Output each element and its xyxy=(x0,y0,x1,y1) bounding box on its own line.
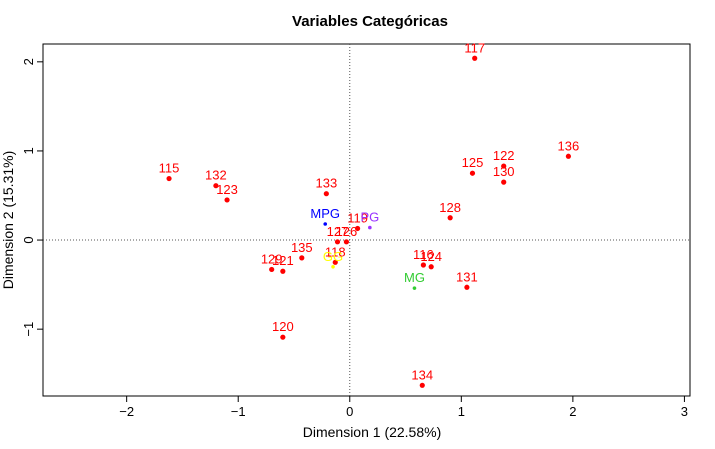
x-axis-label: Dimension 1 (22.58%) xyxy=(303,424,442,440)
x-tick-label: 1 xyxy=(458,404,465,419)
category-point-mg xyxy=(412,286,417,290)
point-label-122: 122 xyxy=(493,148,515,163)
point-130 xyxy=(501,179,507,185)
category-point-pg xyxy=(368,225,372,230)
point-120 xyxy=(280,334,286,340)
point-115 xyxy=(166,175,172,182)
y-tick-label: 0 xyxy=(21,236,36,243)
x-tick-label: 2 xyxy=(569,404,576,419)
point-label-124: 124 xyxy=(420,249,442,264)
point-label-123: 123 xyxy=(216,182,238,197)
x-tick-label: −2 xyxy=(119,404,134,419)
category-label-gg: GG xyxy=(323,249,343,264)
point-label-118: 118 xyxy=(325,244,346,259)
chart-title: Variables Categóricas xyxy=(292,13,448,30)
point-116 xyxy=(420,262,426,268)
point-label-125: 125 xyxy=(462,155,484,170)
point-131 xyxy=(464,284,470,290)
point-127 xyxy=(334,239,341,245)
point-label-136: 136 xyxy=(558,138,580,153)
point-121 xyxy=(280,268,286,274)
point-label-115: 115 xyxy=(159,161,180,176)
point-136 xyxy=(565,153,572,159)
category-point-mpg xyxy=(323,222,328,226)
plot-frame xyxy=(42,43,691,397)
point-label-120: 120 xyxy=(272,319,294,334)
point-118 xyxy=(332,259,338,265)
point-label-116: 116 xyxy=(413,247,434,262)
y-tick-label: 2 xyxy=(21,58,36,65)
category-point-gg xyxy=(331,264,335,269)
point-128 xyxy=(447,215,453,221)
point-133 xyxy=(323,191,329,197)
point-134 xyxy=(419,382,425,388)
point-label-129: 129 xyxy=(261,251,283,266)
point-135 xyxy=(299,255,305,261)
point-123 xyxy=(224,197,230,203)
point-label-135: 135 xyxy=(291,240,313,255)
point-label-126: 126 xyxy=(336,224,358,239)
x-tick-label: 3 xyxy=(681,404,688,419)
y-tick-label: 1 xyxy=(21,147,36,154)
point-label-121: 121 xyxy=(272,253,294,268)
y-axis: −1 0 1 2 xyxy=(21,58,43,337)
x-axis: −2 −1 0 1 2 3 xyxy=(119,396,688,419)
point-122 xyxy=(501,163,507,169)
point-126 xyxy=(343,239,350,245)
point-label-132: 132 xyxy=(205,168,227,183)
point-label-130: 130 xyxy=(493,164,515,179)
y-tick-label: −1 xyxy=(21,322,36,337)
category-label-mpg: MPG xyxy=(310,206,340,221)
x-tick-label: −1 xyxy=(231,404,246,419)
point-119 xyxy=(354,225,361,232)
point-label-128: 128 xyxy=(439,200,461,215)
point-label-131: 131 xyxy=(456,269,478,284)
y-axis-label: Dimension 2 (15.31%) xyxy=(0,151,16,290)
point-129 xyxy=(269,266,275,273)
point-label-133: 133 xyxy=(315,176,337,191)
point-label-134: 134 xyxy=(411,367,433,382)
point-label-117: 117 xyxy=(464,40,485,55)
point-125 xyxy=(469,170,476,176)
point-132 xyxy=(213,183,219,189)
category-label-pg: PG xyxy=(360,210,379,225)
point-label-127: 127 xyxy=(327,224,349,239)
x-tick-label: 0 xyxy=(346,404,353,419)
point-label-119: 119 xyxy=(347,210,368,225)
point-124 xyxy=(428,264,434,270)
point-117 xyxy=(472,55,478,61)
category-label-mg: MG xyxy=(404,270,425,285)
